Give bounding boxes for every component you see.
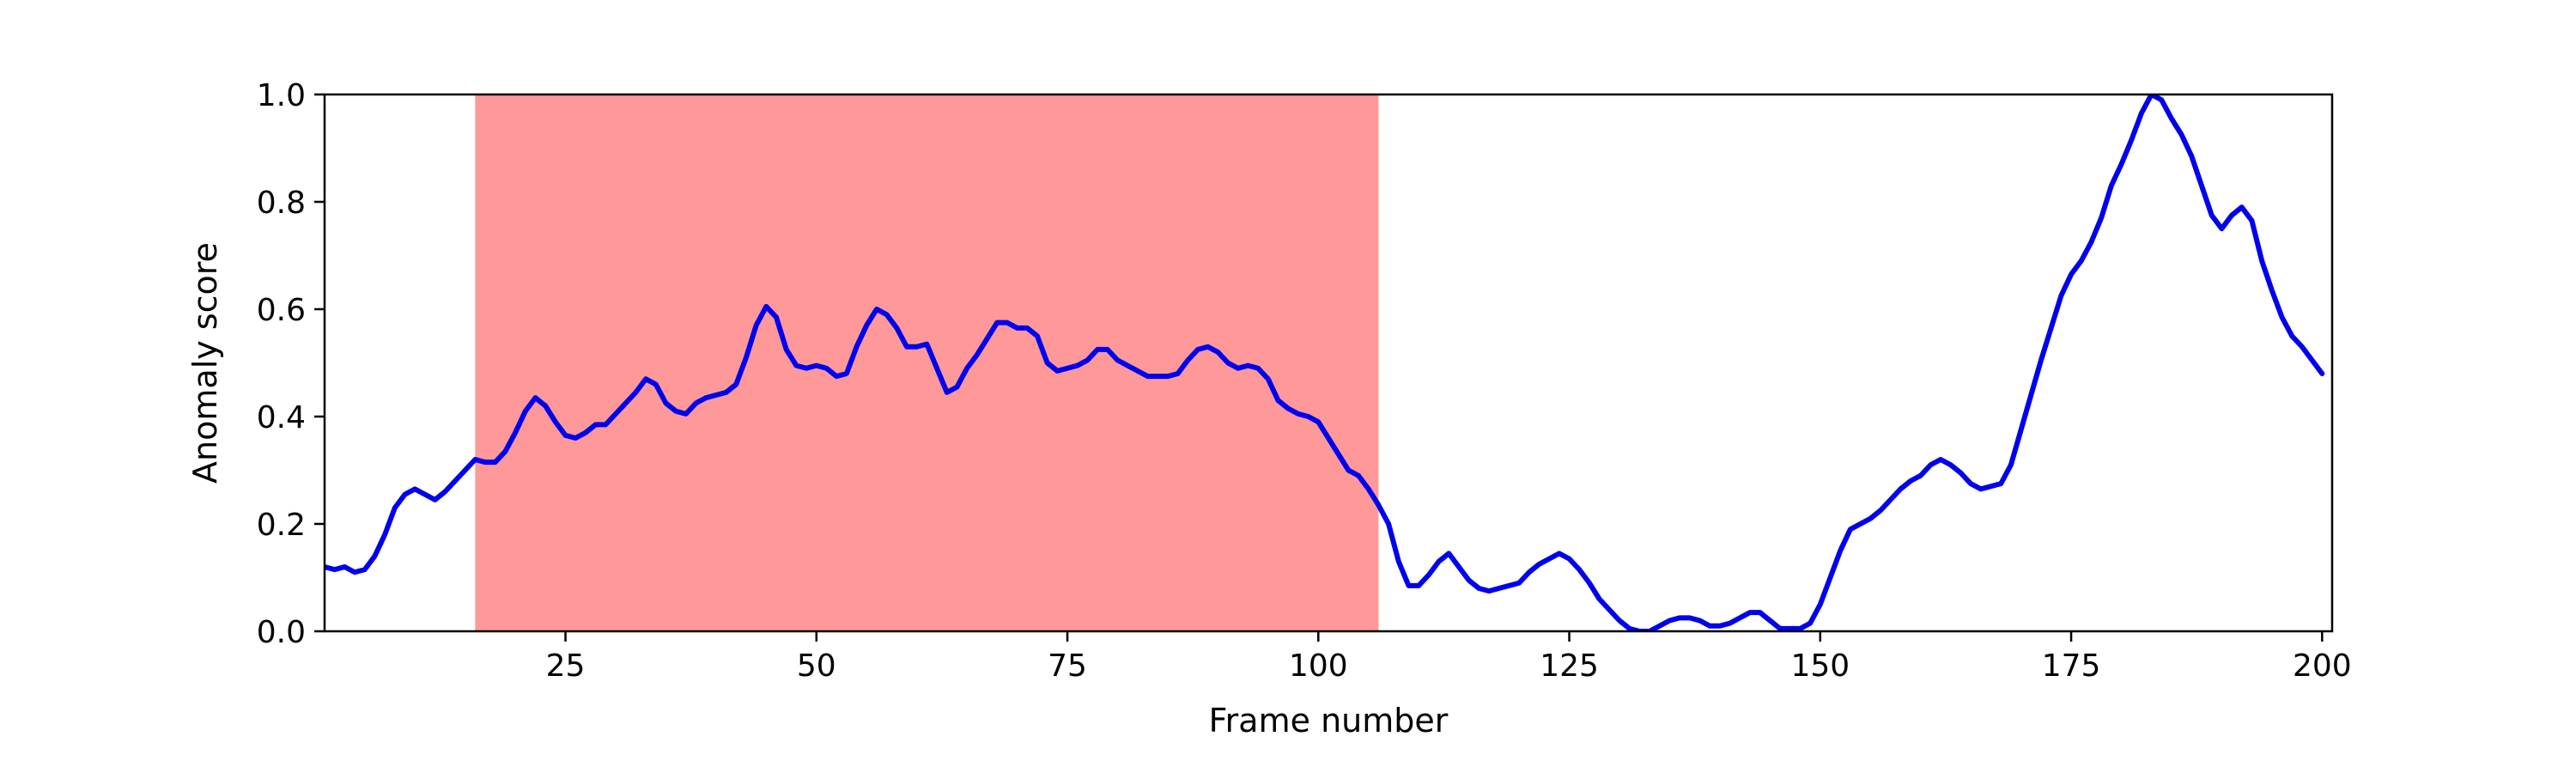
x-tick-label: 50: [797, 648, 836, 684]
x-tick-label: 25: [546, 648, 586, 684]
x-tick-label: 125: [1540, 648, 1599, 684]
x-axis-label: Frame number: [1209, 702, 1449, 740]
x-axis: 25 50 75 100 125 150 175 200: [546, 631, 2352, 684]
x-tick-label: 175: [2042, 648, 2101, 684]
y-tick-label: 0.6: [257, 293, 306, 328]
x-tick-label: 100: [1289, 648, 1348, 684]
x-tick-label: 75: [1048, 648, 1087, 684]
axes-frame: [323, 93, 2334, 633]
y-axis-label: Anomaly score: [186, 242, 224, 484]
plot-area: [323, 93, 2334, 633]
y-tick-label: 0.8: [257, 186, 306, 221]
y-tick-label: 0.0: [257, 615, 306, 650]
y-tick-label: 1.0: [257, 78, 306, 113]
x-tick-label: 150: [1790, 648, 1850, 684]
y-axis: 0.0 0.2 0.4 0.6 0.8 1.0: [257, 78, 325, 650]
x-tick-label: 200: [2293, 648, 2352, 684]
anomaly-score-line: [325, 94, 2325, 631]
y-tick-label: 0.4: [257, 400, 306, 435]
highlighted-region: [475, 94, 1379, 631]
y-tick-label: 0.2: [257, 508, 306, 543]
